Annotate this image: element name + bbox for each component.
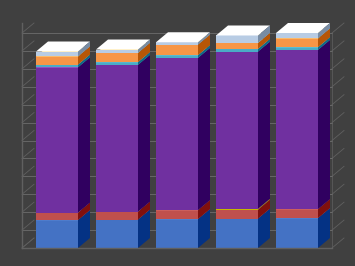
- Polygon shape: [198, 209, 210, 248]
- Polygon shape: [276, 33, 318, 39]
- Polygon shape: [138, 43, 150, 62]
- Polygon shape: [156, 209, 210, 219]
- Polygon shape: [276, 199, 330, 209]
- Polygon shape: [156, 200, 210, 210]
- Polygon shape: [216, 199, 270, 209]
- Polygon shape: [78, 47, 90, 65]
- Polygon shape: [96, 212, 138, 220]
- Polygon shape: [276, 37, 330, 47]
- Polygon shape: [258, 199, 270, 210]
- Polygon shape: [216, 52, 258, 209]
- Polygon shape: [156, 48, 210, 58]
- Polygon shape: [276, 209, 318, 218]
- Polygon shape: [96, 53, 138, 62]
- Polygon shape: [216, 42, 270, 52]
- Polygon shape: [216, 210, 258, 219]
- Polygon shape: [36, 65, 78, 67]
- Polygon shape: [216, 219, 258, 248]
- Polygon shape: [258, 209, 270, 248]
- Polygon shape: [36, 47, 90, 56]
- Polygon shape: [78, 55, 90, 67]
- Polygon shape: [36, 57, 90, 67]
- Polygon shape: [36, 210, 90, 220]
- Polygon shape: [216, 49, 258, 52]
- Polygon shape: [318, 208, 330, 248]
- Polygon shape: [216, 39, 270, 49]
- Polygon shape: [96, 43, 150, 53]
- Polygon shape: [96, 202, 150, 212]
- Polygon shape: [276, 208, 330, 218]
- Polygon shape: [216, 209, 270, 219]
- Polygon shape: [216, 43, 258, 49]
- Polygon shape: [96, 49, 138, 53]
- Polygon shape: [258, 33, 270, 49]
- Polygon shape: [216, 26, 270, 35]
- Polygon shape: [156, 58, 198, 210]
- Polygon shape: [198, 32, 210, 45]
- Polygon shape: [318, 40, 330, 209]
- Polygon shape: [216, 200, 270, 210]
- Polygon shape: [138, 55, 150, 212]
- Polygon shape: [156, 219, 198, 248]
- Polygon shape: [276, 50, 318, 209]
- Polygon shape: [156, 32, 210, 42]
- Polygon shape: [258, 42, 270, 209]
- Polygon shape: [36, 41, 90, 52]
- Polygon shape: [138, 52, 150, 65]
- Polygon shape: [216, 209, 258, 210]
- Polygon shape: [216, 35, 258, 43]
- Polygon shape: [36, 203, 90, 213]
- Polygon shape: [198, 200, 210, 219]
- Polygon shape: [138, 40, 150, 53]
- Polygon shape: [36, 67, 78, 213]
- Polygon shape: [96, 62, 138, 65]
- Polygon shape: [156, 35, 210, 45]
- Polygon shape: [276, 40, 330, 50]
- Polygon shape: [156, 45, 210, 55]
- Polygon shape: [78, 210, 90, 248]
- Polygon shape: [96, 40, 150, 49]
- Polygon shape: [78, 203, 90, 220]
- Polygon shape: [78, 57, 90, 213]
- Polygon shape: [198, 35, 210, 55]
- Polygon shape: [276, 39, 318, 47]
- Polygon shape: [276, 218, 318, 248]
- Polygon shape: [318, 28, 330, 47]
- Polygon shape: [318, 199, 330, 218]
- Polygon shape: [156, 45, 198, 55]
- Polygon shape: [36, 52, 78, 56]
- Polygon shape: [276, 28, 330, 39]
- Polygon shape: [138, 210, 150, 248]
- Polygon shape: [258, 39, 270, 52]
- Polygon shape: [36, 55, 90, 65]
- Polygon shape: [36, 220, 78, 248]
- Polygon shape: [156, 55, 198, 58]
- Polygon shape: [276, 47, 318, 50]
- Polygon shape: [78, 41, 90, 56]
- Polygon shape: [198, 45, 210, 58]
- Polygon shape: [258, 26, 270, 43]
- Polygon shape: [36, 213, 78, 220]
- Polygon shape: [96, 52, 150, 62]
- Polygon shape: [156, 210, 198, 219]
- Polygon shape: [276, 23, 330, 33]
- Polygon shape: [198, 48, 210, 210]
- Polygon shape: [138, 202, 150, 220]
- Polygon shape: [318, 23, 330, 39]
- Polygon shape: [96, 55, 150, 65]
- Polygon shape: [96, 65, 138, 212]
- Polygon shape: [258, 200, 270, 219]
- Polygon shape: [318, 37, 330, 50]
- Polygon shape: [96, 210, 150, 220]
- Polygon shape: [36, 56, 78, 65]
- Polygon shape: [216, 33, 270, 43]
- Polygon shape: [96, 220, 138, 248]
- Polygon shape: [156, 42, 198, 45]
